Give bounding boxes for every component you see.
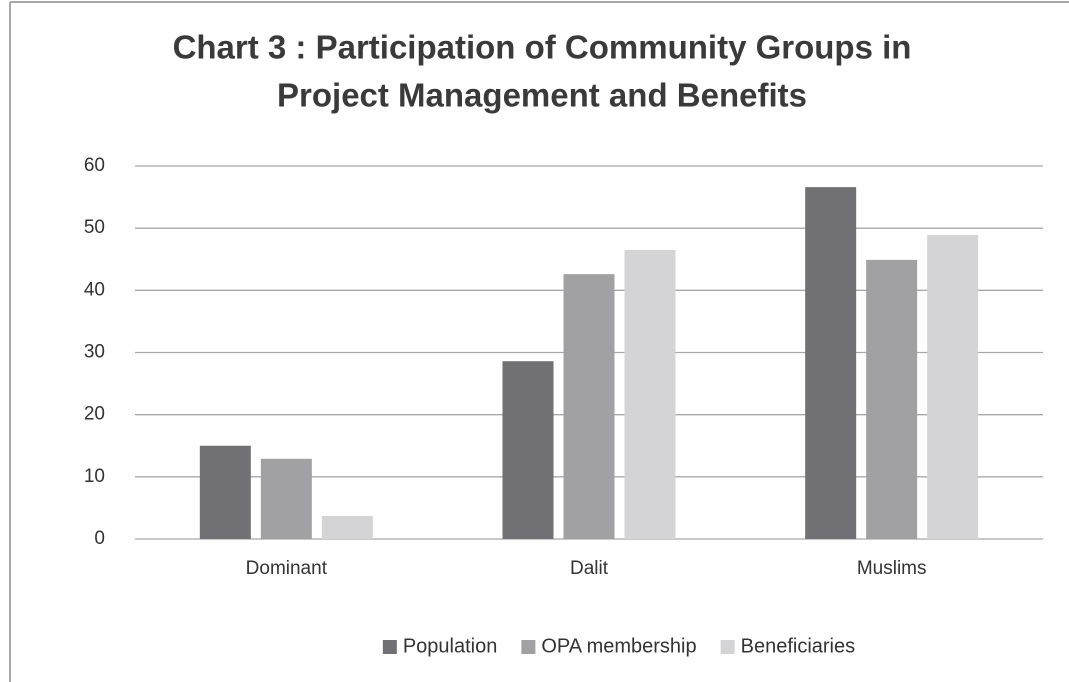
bar (321, 515, 373, 539)
legend-label: OPA membership (541, 635, 696, 657)
legend-label: Beneficiaries (741, 635, 856, 657)
y-tick-label: 10 (84, 466, 105, 487)
legend-swatch (382, 640, 397, 654)
chart-title: Chart 3 : Participation of Community Gro… (173, 29, 912, 66)
bar (260, 458, 312, 539)
x-tick-label: Muslims (857, 558, 927, 579)
bar (927, 235, 979, 539)
x-tick-label: Dominant (246, 558, 328, 579)
y-tick-label: 20 (84, 404, 105, 425)
y-tick-label: 50 (84, 217, 105, 238)
legend-label: Population (403, 635, 498, 657)
legend-swatch (521, 640, 536, 654)
bar (624, 249, 676, 540)
bar (866, 259, 918, 539)
y-tick-label: 60 (84, 155, 105, 176)
bar (502, 361, 554, 539)
y-tick-label: 30 (84, 342, 105, 363)
x-tick-label: Dalit (570, 558, 609, 579)
bar (199, 445, 251, 539)
chart-title: Project Management and Benefits (277, 77, 807, 114)
y-tick-label: 0 (94, 528, 105, 549)
legend-swatch (720, 640, 735, 654)
bar (805, 187, 857, 540)
bar (563, 274, 615, 539)
y-tick-label: 40 (84, 279, 105, 300)
